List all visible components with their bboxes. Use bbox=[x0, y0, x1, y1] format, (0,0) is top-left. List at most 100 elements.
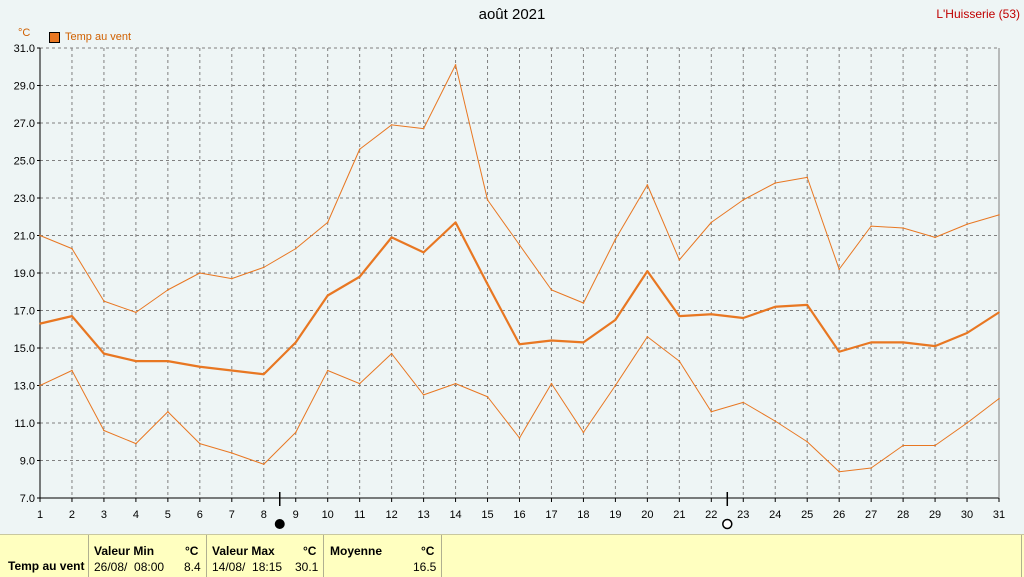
x-tick-label: 14 bbox=[449, 509, 461, 521]
y-tick-label: 29.0 bbox=[14, 81, 35, 93]
data-point-min bbox=[998, 397, 1000, 400]
data-point-mean bbox=[550, 339, 553, 342]
data-point-min bbox=[710, 410, 713, 413]
x-tick-label: 31 bbox=[993, 509, 1005, 521]
x-tick-label: 22 bbox=[705, 509, 717, 521]
max-header: Valeur Max bbox=[212, 544, 275, 558]
data-point-mean bbox=[966, 332, 968, 334]
data-point-max bbox=[454, 64, 457, 66]
y-tick-label: 11.0 bbox=[14, 418, 35, 430]
data-point-min bbox=[486, 395, 489, 398]
x-tick-label: 24 bbox=[769, 509, 781, 521]
footer-series-label: Temp au vent bbox=[8, 559, 85, 573]
avg-value: 16.5 bbox=[413, 560, 437, 574]
data-point-min bbox=[294, 431, 297, 434]
data-point-min bbox=[231, 452, 233, 454]
min-header: Valeur Min bbox=[94, 544, 155, 558]
data-point-mean bbox=[422, 251, 425, 254]
data-point-min bbox=[358, 382, 361, 385]
data-point-min bbox=[582, 431, 585, 434]
stats-footer: Temp au vent Valeur Min °C 26/08/ 08:00 … bbox=[0, 534, 1024, 577]
data-point-mean bbox=[486, 283, 489, 286]
data-point-max bbox=[678, 259, 681, 261]
min-date: 26/08/ 08:00 bbox=[94, 560, 165, 574]
data-point-mean bbox=[806, 304, 808, 306]
data-point-mean bbox=[646, 270, 649, 272]
data-point-mean bbox=[518, 343, 521, 346]
data-point-mean bbox=[710, 313, 713, 316]
data-point-mean bbox=[103, 352, 105, 355]
temperature-chart: 7.09.011.013.015.017.019.021.023.025.027… bbox=[14, 43, 1005, 530]
legend: Temp au vent bbox=[49, 31, 131, 43]
data-point-min bbox=[71, 369, 73, 372]
new-moon-icon bbox=[722, 518, 733, 530]
data-point-max bbox=[518, 244, 521, 246]
legend-swatch bbox=[49, 31, 60, 43]
data-point-mean bbox=[742, 317, 745, 319]
data-point-min bbox=[167, 410, 169, 413]
data-point-min bbox=[422, 394, 425, 396]
data-point-mean bbox=[39, 322, 41, 325]
data-point-min bbox=[902, 444, 904, 447]
data-point-mean bbox=[294, 341, 297, 344]
data-point-min bbox=[103, 429, 105, 432]
max-unit: °C bbox=[303, 544, 317, 558]
data-point-mean bbox=[262, 373, 265, 376]
x-tick-label: 29 bbox=[929, 509, 941, 521]
x-tick-label: 21 bbox=[673, 509, 685, 521]
x-tick-label: 18 bbox=[577, 509, 589, 521]
data-point-max bbox=[902, 227, 904, 229]
x-tick-label: 23 bbox=[737, 509, 749, 521]
x-tick-label: 4 bbox=[133, 509, 139, 521]
x-tick-label: 10 bbox=[322, 509, 334, 521]
data-point-mean bbox=[167, 360, 169, 362]
x-tick-label: 25 bbox=[801, 509, 813, 521]
data-point-max bbox=[486, 199, 489, 201]
data-point-max bbox=[806, 176, 808, 179]
x-tick-label: 17 bbox=[545, 509, 557, 521]
data-point-min bbox=[550, 382, 553, 385]
x-tick-label: 30 bbox=[961, 509, 973, 521]
data-point-max bbox=[167, 289, 169, 291]
data-point-mean bbox=[998, 311, 1000, 314]
data-point-max bbox=[838, 268, 840, 271]
min-value: 8.4 bbox=[184, 560, 201, 574]
data-point-mean bbox=[934, 345, 936, 347]
x-tick-label: 6 bbox=[197, 509, 203, 521]
data-point-min bbox=[262, 463, 265, 466]
data-point-mean bbox=[326, 294, 329, 297]
y-tick-label: 27.0 bbox=[14, 118, 35, 130]
data-point-max bbox=[966, 223, 968, 226]
data-point-mean bbox=[454, 221, 457, 224]
chart-title: août 2021 bbox=[478, 6, 546, 23]
data-point-max bbox=[71, 247, 73, 250]
data-point-mean bbox=[390, 236, 393, 239]
footer-divider bbox=[441, 535, 442, 577]
data-point-max bbox=[39, 234, 41, 237]
data-point-min bbox=[806, 440, 808, 443]
x-tick-label: 11 bbox=[354, 509, 365, 521]
data-point-min bbox=[934, 444, 936, 447]
data-point-mean bbox=[231, 369, 233, 372]
data-point-max bbox=[614, 238, 617, 241]
data-point-max bbox=[358, 148, 361, 151]
data-point-mean bbox=[870, 341, 872, 344]
x-tick-label: 12 bbox=[386, 509, 398, 521]
x-tick-label: 8 bbox=[261, 509, 267, 521]
max-date: 14/08/ 18:15 bbox=[212, 560, 283, 574]
y-tick-label: 15.0 bbox=[14, 343, 35, 355]
y-tick-label: 17.0 bbox=[14, 306, 35, 318]
data-point-max bbox=[422, 127, 425, 130]
data-point-min bbox=[678, 360, 681, 362]
x-tick-label: 7 bbox=[229, 509, 235, 521]
x-tick-label: 16 bbox=[513, 509, 525, 521]
data-point-max bbox=[262, 266, 265, 269]
data-point-max bbox=[103, 300, 105, 302]
footer-divider bbox=[206, 535, 207, 577]
x-tick-label: 5 bbox=[165, 509, 171, 521]
x-tick-label: 27 bbox=[865, 509, 877, 521]
data-point-mean bbox=[199, 365, 201, 368]
x-tick-label: 28 bbox=[897, 509, 909, 521]
footer-divider bbox=[1021, 535, 1022, 577]
data-point-min bbox=[774, 420, 777, 422]
